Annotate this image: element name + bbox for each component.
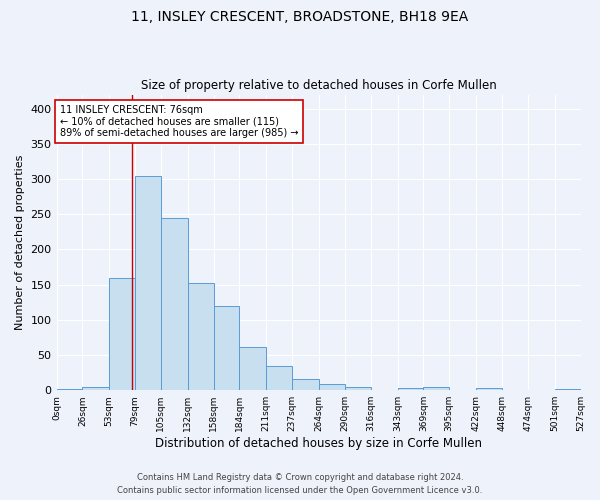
Bar [319, 384, 345, 390]
Y-axis label: Number of detached properties: Number of detached properties [15, 154, 25, 330]
Bar [424, 388, 449, 390]
Bar [476, 388, 502, 390]
Bar [345, 388, 371, 390]
Bar [56, 389, 82, 390]
Bar [135, 176, 161, 390]
Text: Contains HM Land Registry data © Crown copyright and database right 2024.
Contai: Contains HM Land Registry data © Crown c… [118, 474, 482, 495]
X-axis label: Distribution of detached houses by size in Corfe Mullen: Distribution of detached houses by size … [155, 437, 482, 450]
Bar [266, 366, 292, 390]
Bar [554, 389, 581, 390]
Bar [161, 218, 188, 390]
Bar [292, 379, 319, 390]
Text: 11 INSLEY CRESCENT: 76sqm
← 10% of detached houses are smaller (115)
89% of semi: 11 INSLEY CRESCENT: 76sqm ← 10% of detac… [59, 105, 298, 138]
Bar [398, 388, 424, 390]
Bar [109, 278, 135, 390]
Bar [82, 388, 109, 390]
Text: 11, INSLEY CRESCENT, BROADSTONE, BH18 9EA: 11, INSLEY CRESCENT, BROADSTONE, BH18 9E… [131, 10, 469, 24]
Title: Size of property relative to detached houses in Corfe Mullen: Size of property relative to detached ho… [140, 79, 496, 92]
Bar [214, 306, 239, 390]
Bar [239, 346, 266, 390]
Bar [188, 282, 214, 390]
